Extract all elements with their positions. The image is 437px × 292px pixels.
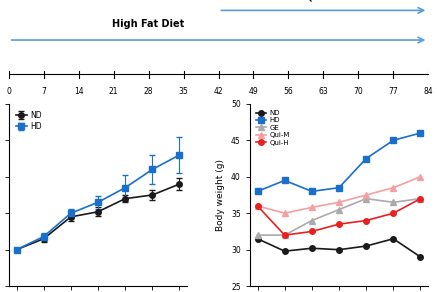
Text: 14: 14 — [74, 87, 83, 96]
Qui-M — [364, 193, 369, 197]
ND — [309, 246, 315, 250]
Line: Qui-H: Qui-H — [255, 196, 423, 238]
Qui-M — [309, 206, 315, 209]
Text: 70: 70 — [354, 87, 363, 96]
ND — [336, 248, 342, 251]
Qui-M — [282, 211, 287, 215]
GE — [309, 219, 315, 222]
Text: 21: 21 — [109, 87, 118, 96]
GE — [364, 197, 369, 200]
Text: High Fat Diet: High Fat Diet — [112, 19, 185, 29]
Text: 49: 49 — [249, 87, 258, 96]
ND — [255, 237, 260, 241]
Qui-H — [418, 197, 423, 200]
Text: 63: 63 — [319, 87, 328, 96]
GE — [255, 233, 260, 237]
Line: ND: ND — [255, 236, 423, 260]
GE — [418, 197, 423, 200]
HD — [282, 179, 287, 182]
Qui-M — [391, 186, 396, 190]
Qui-M — [418, 175, 423, 178]
HD — [336, 186, 342, 190]
HD — [391, 138, 396, 142]
Text: 56: 56 — [284, 87, 293, 96]
Text: 42: 42 — [214, 87, 223, 96]
HD — [309, 190, 315, 193]
ND — [364, 244, 369, 248]
Text: 84: 84 — [423, 87, 433, 96]
Text: 28: 28 — [144, 87, 153, 96]
ND — [391, 237, 396, 241]
Text: 77: 77 — [388, 87, 398, 96]
Text: 35: 35 — [179, 87, 188, 96]
Legend: ND, HD: ND, HD — [13, 108, 45, 134]
Qui-M — [336, 201, 342, 204]
Y-axis label: Body weight (g): Body weight (g) — [216, 159, 225, 231]
HD — [364, 157, 369, 160]
Text: Quinizarin: Quinizarin — [305, 0, 362, 1]
Legend: ND, HD, GE, Qui-M, Qui-H: ND, HD, GE, Qui-M, Qui-H — [253, 107, 292, 148]
Qui-H — [282, 233, 287, 237]
Qui-H — [364, 219, 369, 222]
ND — [282, 249, 287, 253]
HD — [418, 131, 423, 135]
Line: Qui-M: Qui-M — [255, 174, 423, 216]
Text: 0: 0 — [6, 87, 11, 96]
ND — [418, 255, 423, 259]
Qui-H — [309, 230, 315, 233]
GE — [282, 233, 287, 237]
Text: 7: 7 — [41, 87, 46, 96]
Line: HD: HD — [255, 130, 423, 194]
Qui-M — [255, 204, 260, 208]
GE — [391, 201, 396, 204]
Line: GE: GE — [255, 196, 423, 238]
Qui-H — [336, 223, 342, 226]
Qui-H — [391, 211, 396, 215]
GE — [336, 208, 342, 211]
Qui-H — [255, 204, 260, 208]
HD — [255, 190, 260, 193]
